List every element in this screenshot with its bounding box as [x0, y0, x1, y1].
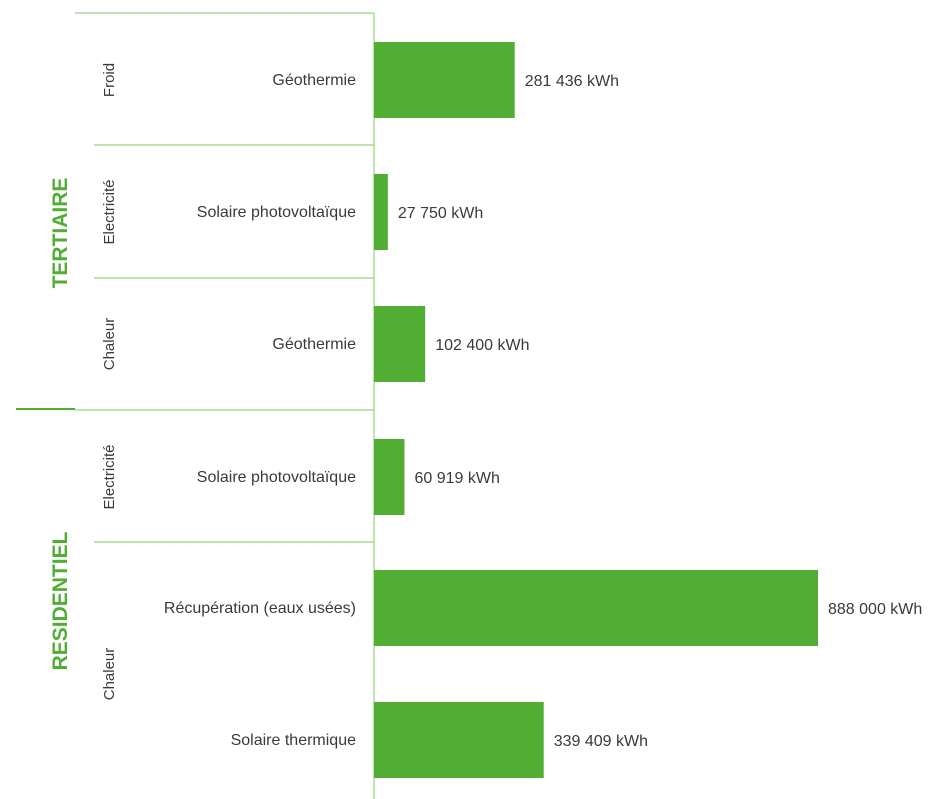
source-label: Géothermie: [272, 72, 356, 89]
category-label-electricite: Electricité: [101, 179, 118, 244]
bar: [374, 570, 818, 646]
category-label-froid: Froid: [101, 63, 118, 97]
value-label: 60 919 kWh: [414, 470, 499, 487]
source-label: Solaire photovoltaïque: [197, 204, 356, 221]
category-label-chaleur: Chaleur: [101, 318, 118, 371]
sector-label-tertiaire: TERTIAIRE: [49, 178, 72, 289]
bars-layer: Géothermie 281 436 kWh Solaire photovoltaï…: [164, 42, 922, 778]
bar: [374, 702, 544, 778]
bar: [374, 42, 515, 118]
value-label: 102 400 kWh: [435, 337, 529, 354]
source-label: Récupération (eaux usées): [164, 600, 356, 617]
value-label: 339 409 kWh: [554, 733, 648, 750]
source-label: Solaire thermique: [231, 732, 357, 749]
source-label: Solaire photovoltaïque: [197, 469, 356, 486]
value-label: 27 750 kWh: [398, 205, 483, 222]
bar: [374, 174, 388, 250]
bar: [374, 306, 426, 382]
bar: [374, 439, 405, 515]
value-label: 281 436 kWh: [525, 73, 619, 90]
sector-label-residentiel: RESIDENTIEL: [49, 531, 72, 670]
category-label-chaleur: Chaleur: [101, 648, 118, 701]
category-label-electricite: Electricité: [101, 444, 118, 509]
value-label: 888 000 kWh: [828, 601, 922, 618]
source-label: Géothermie: [272, 336, 356, 353]
